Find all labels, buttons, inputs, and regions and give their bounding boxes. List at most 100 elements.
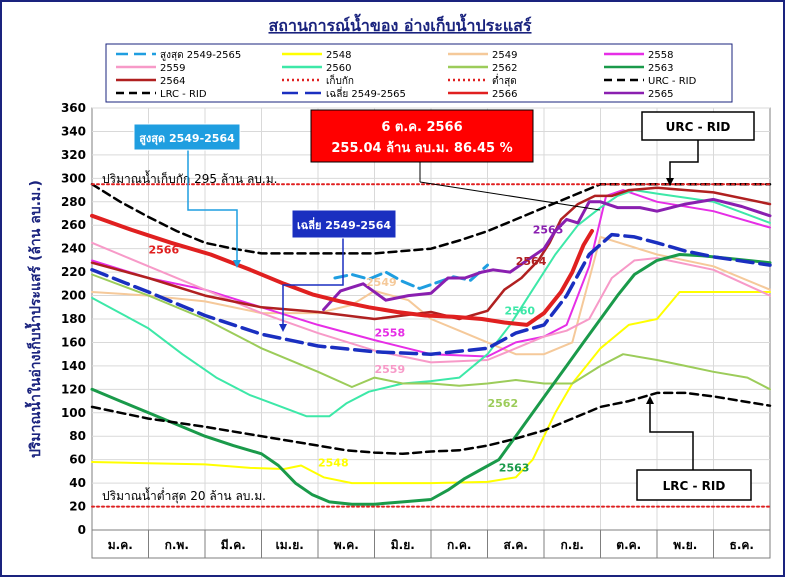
legend-label: 2562 xyxy=(492,63,517,74)
series-line xyxy=(91,189,771,418)
legend-label: 2548 xyxy=(326,50,351,61)
series-line xyxy=(91,189,771,358)
x-tick-label: ก.ย. xyxy=(561,538,584,552)
y-tick-label: 80 xyxy=(69,429,86,443)
series-line xyxy=(90,213,594,327)
series-line xyxy=(90,186,772,321)
x-tick-label: ก.ค. xyxy=(447,538,471,552)
avg-callout-leader xyxy=(282,238,344,326)
series-line xyxy=(322,197,772,312)
urc-callout-arrow xyxy=(666,178,674,186)
series-line xyxy=(91,291,771,485)
urc-callout-leader xyxy=(669,140,699,180)
series-year-label: 2558 xyxy=(375,327,406,340)
x-tick-label: เม.ย. xyxy=(276,538,304,552)
x-tick-label: ธ.ค. xyxy=(730,538,754,552)
urc-callout-box xyxy=(641,111,755,141)
series-line xyxy=(90,253,772,506)
y-tick-label: 220 xyxy=(61,265,86,279)
series-line xyxy=(90,232,772,356)
y-tick-label: 140 xyxy=(61,359,86,373)
legend-label: 2558 xyxy=(648,50,673,61)
legend-label: 2566 xyxy=(492,89,517,100)
y-tick-label: 160 xyxy=(61,335,86,349)
series-year-label: 2564 xyxy=(516,255,547,268)
x-tick-label: พ.ย. xyxy=(673,538,697,552)
current-callout-leader-2 xyxy=(419,181,601,211)
x-tick-label: ส.ค. xyxy=(504,538,528,552)
y-tick-label: 60 xyxy=(69,453,86,467)
avg-callout-text: เฉลี่ย 2549-2564 xyxy=(297,217,391,232)
x-axis-months: ม.ค. ก.พ. มี.ค. เม.ย. พ.ค. มิ.ย. ก.ค. ส.ค. ก.ย. ต… xyxy=(108,530,754,558)
y-tick-label: 300 xyxy=(61,171,86,185)
legend: สูงสุด 2549-2565 2548 2549 2558 2559 2560 2562… xyxy=(116,50,697,100)
max-callout-box xyxy=(133,123,241,151)
series-line xyxy=(91,241,771,364)
x-tick-label: มี.ค. xyxy=(221,538,246,552)
series-lines xyxy=(90,182,772,508)
y-tick-label: 240 xyxy=(61,242,86,256)
series-line xyxy=(90,391,772,456)
avg-callout-arrow xyxy=(279,324,287,332)
legend-label: LRC - RID xyxy=(160,89,207,100)
y-tick-label: 20 xyxy=(69,500,86,514)
legend-label: 2549 xyxy=(492,50,517,61)
lrc-callout-text: LRC - RID xyxy=(663,479,726,493)
y-tick-label: 100 xyxy=(61,406,86,420)
y-tick-label: 280 xyxy=(61,195,86,209)
legend-label: 2565 xyxy=(648,89,673,100)
x-tick-label: พ.ค. xyxy=(334,538,359,552)
current-volume-text: 255.04 ล้าน ลบ.ม. 86.45 % xyxy=(331,140,512,156)
series-year-label: 2549 xyxy=(366,276,397,289)
legend-label: URC - RID xyxy=(648,76,697,87)
y-tick-label: 260 xyxy=(61,218,86,232)
legend-label: ต่ำสุด xyxy=(492,73,517,87)
minimum-level-text: ปริมาณน้ำต่ำสุด 20 ล้าน ลบ.ม. xyxy=(102,487,266,504)
x-tick-label: ม.ค. xyxy=(108,538,133,552)
series-year-label: 2563 xyxy=(499,461,530,474)
legend-label: เฉลี่ย 2549-2565 xyxy=(326,86,406,100)
y-tick-label: 120 xyxy=(61,382,86,396)
y-tick-label: 0 xyxy=(78,523,86,537)
legend-label: 2560 xyxy=(326,63,351,74)
urc-callout-text: URC - RID xyxy=(666,120,731,134)
series-labels: 2566 2549 2558 2559 2560 2562 2563 2548 2564 2565 xyxy=(149,223,564,474)
lrc-callout-leader xyxy=(649,402,694,470)
series-year-label: 2548 xyxy=(318,457,349,470)
x-tick-label: ก.พ. xyxy=(165,538,189,552)
series-year-label: 2562 xyxy=(488,397,519,410)
y-tick-label: 180 xyxy=(61,312,86,326)
y-tick-label: 360 xyxy=(61,101,86,115)
series-line xyxy=(91,273,771,391)
x-tick-label: ต.ค. xyxy=(616,538,641,552)
y-tick-label: 320 xyxy=(61,148,86,162)
current-date-text: 6 ต.ค. 2566 xyxy=(381,120,462,135)
y-tick-label: 200 xyxy=(61,289,86,303)
series-year-label: 2566 xyxy=(149,243,180,256)
storage-level-text: ปริมาณน้ำเก็บกัก 295 ล้าน ลบ.ม. xyxy=(102,170,277,186)
x-tick-label: มิ.ย. xyxy=(391,538,415,552)
y-axis-ticks: 0 20 40 60 80 100 120 140 160 180 200 220 240 260 280 3… xyxy=(61,101,86,537)
y-tick-label: 340 xyxy=(61,124,86,138)
series-year-label: 2559 xyxy=(375,363,406,376)
legend-label: 2563 xyxy=(648,63,673,74)
max-callout-leader xyxy=(187,150,238,262)
max-callout-arrow xyxy=(233,260,241,268)
lrc-callout-arrow xyxy=(646,396,654,404)
current-callout-box xyxy=(310,109,534,163)
series-line xyxy=(91,235,771,356)
chart-title: สถานการณ์น้ำของ อ่างเก็บน้ำประแสร์ xyxy=(269,13,532,35)
y-axis-label: ปริมาณน้ำในอ่างเก็บน้ำประแสร์ (ล้าน ลบ.ม… xyxy=(24,180,44,458)
legend-label: เก็บกัก xyxy=(326,73,354,87)
max-callout-text: สูงสุด 2549-2564 xyxy=(139,132,235,146)
series-year-label: 2565 xyxy=(533,223,564,236)
series-year-label: 2560 xyxy=(504,304,535,317)
avg-callout-box xyxy=(291,209,397,239)
legend-label: สูงสุด 2549-2565 xyxy=(160,50,241,61)
y-tick-label: 40 xyxy=(69,476,86,490)
legend-label: 2564 xyxy=(160,76,185,87)
lrc-callout-box xyxy=(636,469,752,501)
legend-label: 2559 xyxy=(160,63,185,74)
